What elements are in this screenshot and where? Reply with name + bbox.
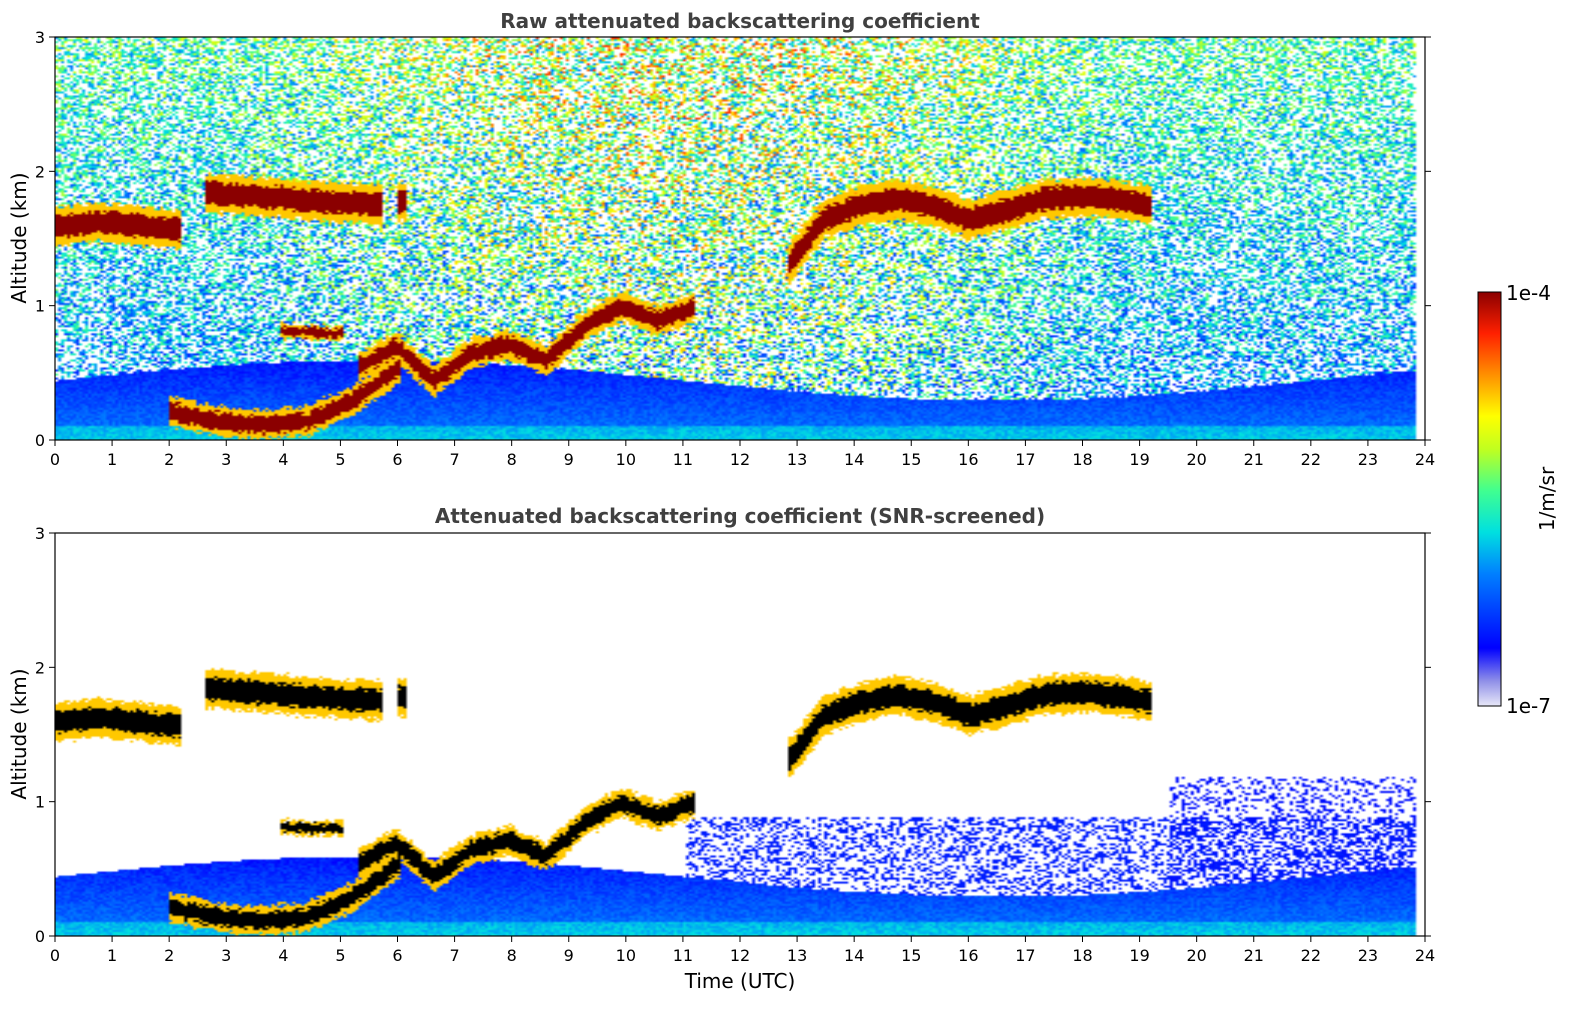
y-tick-label: 3 (35, 524, 45, 543)
panel-screened: Attenuated backscattering coefficient (S… (7, 504, 1435, 993)
panel-raw-image (55, 37, 1425, 440)
x-tick-label: 9 (564, 450, 574, 469)
x-tick-label: 0 (50, 946, 60, 965)
x-tick-label: 18 (1072, 450, 1092, 469)
y-tick-label: 1 (35, 297, 45, 316)
x-tick-label: 9 (564, 946, 574, 965)
x-tick-label: 20 (1186, 450, 1206, 469)
x-tick-label: 13 (787, 946, 807, 965)
x-tick-label: 22 (1301, 450, 1321, 469)
x-tick-label: 24 (1415, 450, 1435, 469)
x-tick-label: 14 (844, 450, 864, 469)
x-tick-label: 7 (449, 946, 459, 965)
panel-screened-image (55, 533, 1425, 936)
x-tick-label: 16 (958, 946, 978, 965)
x-tick-label: 2 (164, 946, 174, 965)
x-tick-label: 11 (673, 450, 693, 469)
x-tick-label: 20 (1186, 946, 1206, 965)
x-tick-label: 10 (616, 946, 636, 965)
x-tick-label: 8 (507, 450, 517, 469)
x-tick-label: 5 (335, 946, 345, 965)
x-tick-label: 24 (1415, 946, 1435, 965)
x-tick-label: 17 (1015, 450, 1035, 469)
panel-screened-xlabel: Time (UTC) (684, 969, 796, 993)
x-tick-label: 3 (221, 450, 231, 469)
x-tick-label: 6 (392, 946, 402, 965)
y-tick-label: 2 (35, 658, 45, 677)
y-tick-label: 0 (35, 431, 45, 450)
x-tick-label: 1 (107, 450, 117, 469)
colorbar-unit-label: 1/m/sr (1535, 466, 1559, 531)
x-tick-label: 21 (1244, 450, 1264, 469)
colorbar-max-label: 1e-4 (1506, 281, 1551, 305)
panel-screened-title: Attenuated backscattering coefficient (S… (435, 504, 1045, 528)
x-tick-label: 15 (901, 946, 921, 965)
panel-raw-axes: 0 1 2 3 4 5 6 7 8 9 10 11 12 13 14 15 16 17 18 19 20 21 22 23 24… (35, 28, 1435, 469)
x-tick-label: 0 (50, 450, 60, 469)
panel-raw: Raw attenuated backscattering coefficien… (7, 9, 1435, 469)
colorbar-gradient (1477, 291, 1502, 707)
x-tick-label: 5 (335, 450, 345, 469)
y-tick-label: 3 (35, 28, 45, 47)
x-tick-label: 4 (278, 946, 288, 965)
panel-screened-ylabel: Altitude (km) (7, 668, 31, 799)
colorbar: 1e-4 1e-7 1/m/sr (1477, 281, 1559, 718)
x-tick-label: 12 (730, 946, 750, 965)
x-tick-label: 23 (1358, 450, 1378, 469)
x-tick-label: 21 (1244, 946, 1264, 965)
x-tick-label: 17 (1015, 946, 1035, 965)
x-tick-label: 14 (844, 946, 864, 965)
x-tick-label: 2 (164, 450, 174, 469)
y-tick-label: 2 (35, 162, 45, 181)
x-tick-label: 11 (673, 946, 693, 965)
x-tick-label: 13 (787, 450, 807, 469)
x-tick-label: 10 (616, 450, 636, 469)
panel-screened-axes: 0 1 2 3 4 5 6 7 8 9 10 11 12 13 14 15 16 17 18 19 20 21 22 23 24… (35, 524, 1435, 965)
x-tick-label: 22 (1301, 946, 1321, 965)
colorbar-min-label: 1e-7 (1506, 694, 1551, 718)
x-tick-label: 1 (107, 946, 117, 965)
x-tick-label: 19 (1129, 946, 1149, 965)
x-tick-label: 7 (449, 450, 459, 469)
x-tick-label: 15 (901, 450, 921, 469)
y-tick-label: 1 (35, 793, 45, 812)
x-tick-label: 8 (507, 946, 517, 965)
x-tick-label: 18 (1072, 946, 1092, 965)
x-tick-label: 23 (1358, 946, 1378, 965)
x-tick-label: 12 (730, 450, 750, 469)
panel-raw-ylabel: Altitude (km) (7, 172, 31, 303)
panel-raw-title: Raw attenuated backscattering coefficien… (500, 9, 980, 33)
y-tick-label: 0 (35, 927, 45, 946)
x-tick-label: 19 (1129, 450, 1149, 469)
x-tick-label: 4 (278, 450, 288, 469)
x-tick-label: 6 (392, 450, 402, 469)
x-tick-label: 3 (221, 946, 231, 965)
x-tick-label: 16 (958, 450, 978, 469)
